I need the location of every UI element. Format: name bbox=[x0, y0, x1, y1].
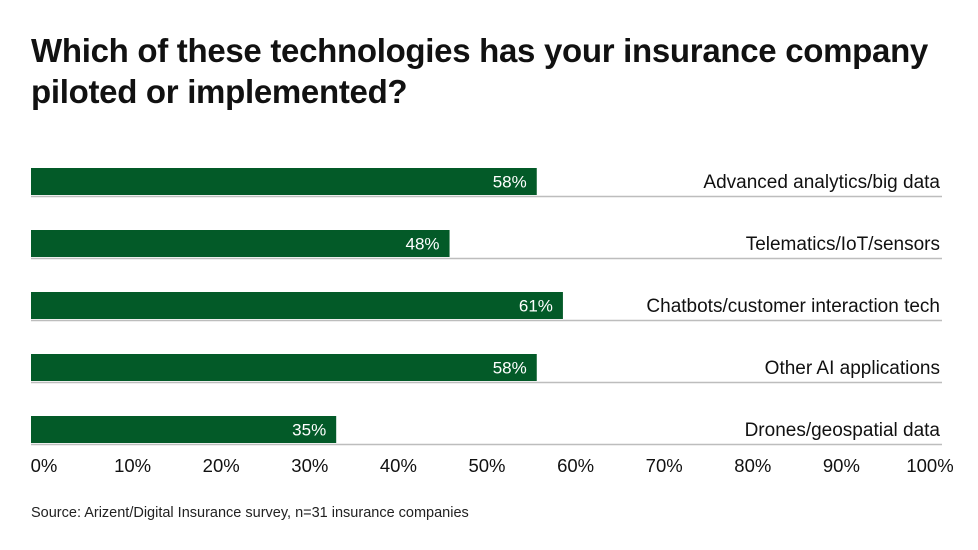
bar bbox=[31, 168, 537, 195]
bar-value-label: 35% bbox=[292, 421, 326, 440]
x-tick-label: 90% bbox=[823, 455, 860, 476]
bar bbox=[31, 354, 537, 381]
x-tick-label: 80% bbox=[734, 455, 771, 476]
x-tick-label: 60% bbox=[557, 455, 594, 476]
x-tick-label: 20% bbox=[203, 455, 240, 476]
category-label: Drones/geospatial data bbox=[745, 420, 941, 441]
x-tick-label: 30% bbox=[291, 455, 328, 476]
category-label: Chatbots/customer interaction tech bbox=[646, 296, 940, 317]
x-tick-label: 50% bbox=[468, 455, 505, 476]
category-label: Other AI applications bbox=[765, 358, 940, 379]
bar-value-label: 48% bbox=[406, 235, 440, 254]
chart-title: Which of these technologies has your ins… bbox=[31, 32, 928, 110]
bar bbox=[31, 416, 337, 443]
source-note: Source: Arizent/Digital Insurance survey… bbox=[31, 505, 469, 521]
bar-value-label: 58% bbox=[493, 359, 527, 378]
bar-value-label: 58% bbox=[493, 173, 527, 192]
x-tick-label: 70% bbox=[646, 455, 683, 476]
x-tick-label: 100% bbox=[906, 455, 953, 476]
x-tick-label: 40% bbox=[380, 455, 417, 476]
category-label: Telematics/IoT/sensors bbox=[746, 234, 940, 255]
bar bbox=[31, 230, 450, 257]
x-tick-label: 10% bbox=[114, 455, 151, 476]
category-label: Advanced analytics/big data bbox=[703, 172, 940, 193]
bar bbox=[31, 292, 563, 319]
x-tick-label: 0% bbox=[31, 455, 58, 476]
bar-value-label: 61% bbox=[519, 297, 553, 316]
